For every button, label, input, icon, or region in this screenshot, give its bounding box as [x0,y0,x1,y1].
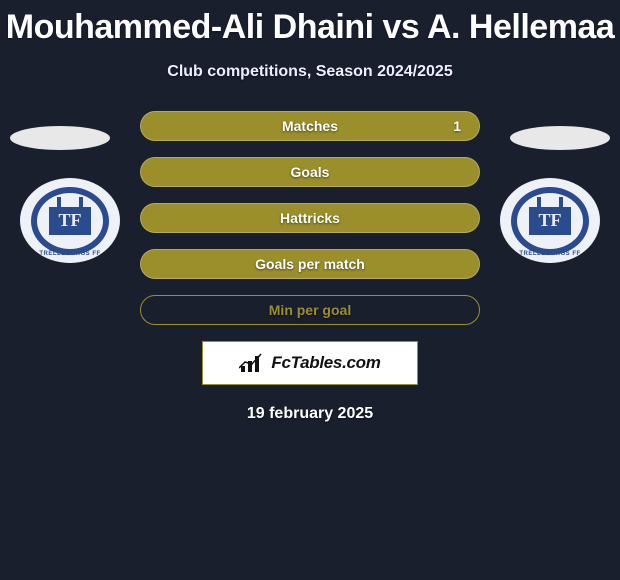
stat-row: Goals [0,157,620,187]
brand-box: FcTables.com [202,341,418,385]
stat-row: Goals per match [0,249,620,279]
stat-row: Matches 1 [0,111,620,141]
stat-pill-goals-per-match: Goals per match [140,249,480,279]
subtitle: Club competitions, Season 2024/2025 [0,63,620,81]
stat-row: Min per goal [0,295,620,325]
stat-label: Goals [141,164,479,180]
stat-label: Hattricks [141,210,479,226]
stat-pill-min-per-goal: Min per goal [140,295,480,325]
stat-table: Matches 1 Goals Hattricks Goals per matc… [0,111,620,325]
date-line: 19 february 2025 [0,405,620,423]
stat-label: Matches [141,118,479,134]
stat-label: Min per goal [141,302,479,318]
stat-label: Goals per match [141,256,479,272]
stat-row: Hattricks [0,203,620,233]
stat-pill-goals: Goals [140,157,480,187]
brand-text: FcTables.com [271,353,380,373]
stat-pill-matches: Matches 1 [140,111,480,141]
bar-chart-icon [239,352,267,374]
stat-value-right: 1 [453,118,461,134]
page-title: Mouhammed-Ali Dhaini vs A. Hellemaa [0,0,620,47]
stat-pill-hattricks: Hattricks [140,203,480,233]
